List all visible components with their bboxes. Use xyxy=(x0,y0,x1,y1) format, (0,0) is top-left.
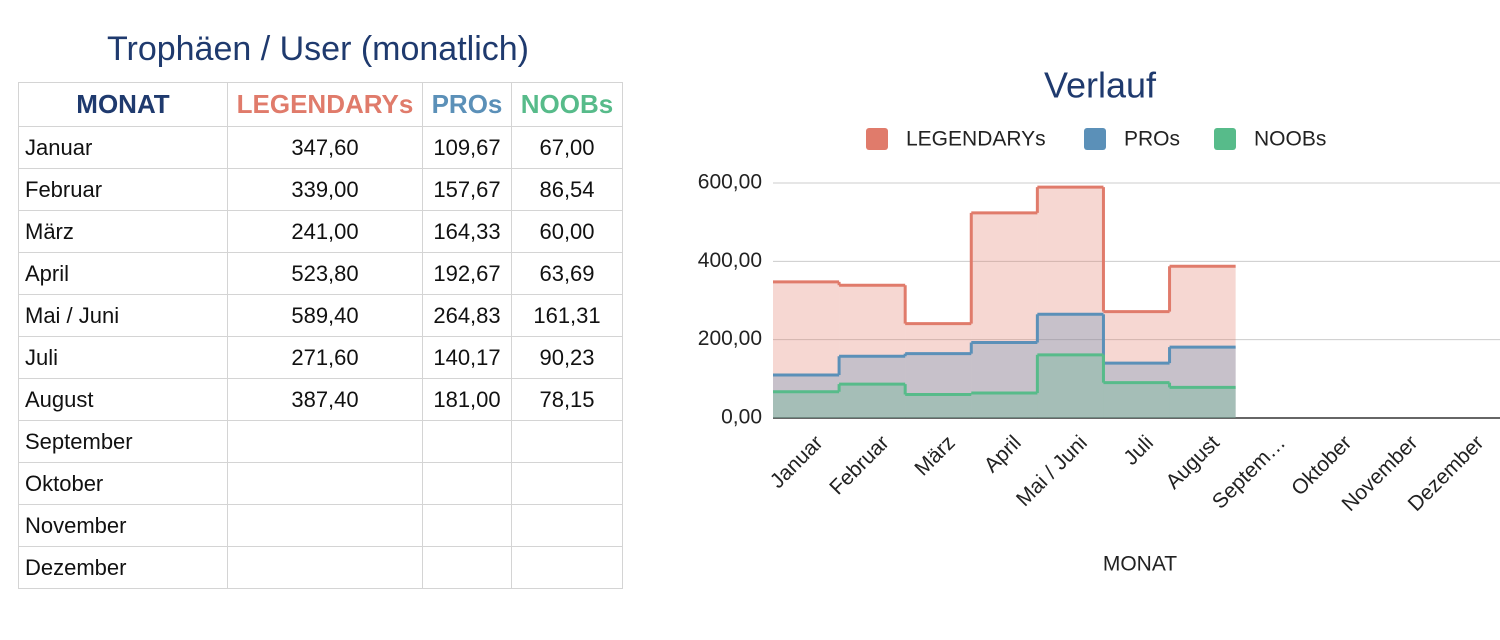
table-cell: 164,33 xyxy=(422,210,512,253)
y-tick-label: 0,00 xyxy=(721,406,762,429)
table-cell xyxy=(227,504,423,547)
table-cell: 60,00 xyxy=(511,210,623,253)
legend-label: LEGENDARYs xyxy=(906,128,1046,151)
table-row: April 523,80 192,67 63,69 xyxy=(18,252,623,295)
table-cell: 161,31 xyxy=(511,294,623,337)
area-fill xyxy=(1103,311,1170,418)
header-cell: MONAT xyxy=(18,82,228,127)
area-fill xyxy=(1103,363,1170,418)
x-tick-label: Mai / Juni xyxy=(1012,431,1092,511)
table-title: Trophäen / User (monatlich) xyxy=(106,30,529,68)
header-cell: NOOBs xyxy=(511,82,623,127)
legend-swatch xyxy=(866,128,888,150)
table-row: März 241,00 164,33 60,00 xyxy=(18,210,623,253)
table-cell: 241,00 xyxy=(227,210,423,253)
x-tick-label: April xyxy=(980,431,1026,477)
table-cell: 90,23 xyxy=(511,336,623,379)
legend-swatch xyxy=(1084,128,1106,150)
table-cell: 140,17 xyxy=(422,336,512,379)
table-row: Juli 271,60 140,17 90,23 xyxy=(18,336,623,379)
table-cell xyxy=(511,504,623,547)
area-fill xyxy=(1037,187,1104,418)
table-cell: 589,40 xyxy=(227,294,423,337)
area-fill xyxy=(1169,266,1236,418)
table-row: Februar 339,00 157,67 86,54 xyxy=(18,168,623,211)
x-tick-label: Juli xyxy=(1119,431,1158,470)
area-fill xyxy=(1037,314,1104,418)
area-fill xyxy=(971,212,1038,418)
table-cell xyxy=(422,546,512,589)
area-fill xyxy=(971,393,1038,418)
table-cell: 271,60 xyxy=(227,336,423,379)
area-fill xyxy=(839,285,906,418)
x-tick-label: Februar xyxy=(825,431,893,499)
x-tick-label: Septem… xyxy=(1208,431,1290,513)
y-tick-label: 200,00 xyxy=(698,327,762,350)
table-row: August 387,40 181,00 78,15 xyxy=(18,378,623,421)
table-row: Januar 347,60 109,67 67,00 xyxy=(18,126,623,169)
table-cell: Oktober xyxy=(18,462,228,505)
table-row: November xyxy=(18,504,623,547)
table-cell: Mai / Juni xyxy=(18,294,228,337)
table-row: Mai / Juni 589,40 264,83 161,31 xyxy=(18,294,623,337)
y-tick-label: 400,00 xyxy=(698,249,762,272)
table-cell: Februar xyxy=(18,168,228,211)
area-fill xyxy=(905,394,972,418)
table-cell: 387,40 xyxy=(227,378,423,421)
table-cell: 347,60 xyxy=(227,126,423,169)
table-cell xyxy=(422,504,512,547)
legend-label: NOOBs xyxy=(1254,128,1326,151)
chart-title: Verlauf xyxy=(1044,65,1157,106)
area-fill xyxy=(1103,382,1170,418)
table-cell: Dezember xyxy=(18,546,228,589)
x-tick-label: August xyxy=(1162,431,1225,494)
area-fill xyxy=(839,384,906,418)
table-cell: 86,54 xyxy=(511,168,623,211)
table-cell: 67,00 xyxy=(511,126,623,169)
table-cell: 523,80 xyxy=(227,252,423,295)
table-cell: 264,83 xyxy=(422,294,512,337)
area-fill xyxy=(1037,354,1104,418)
area-fill xyxy=(905,353,972,418)
area-fill xyxy=(773,281,840,418)
table-cell: 339,00 xyxy=(227,168,423,211)
table-cell xyxy=(227,462,423,505)
header-cell: PROs xyxy=(422,82,512,127)
area-fill xyxy=(1169,387,1236,418)
x-tick-label: Januar xyxy=(766,431,828,493)
table-cell xyxy=(511,546,623,589)
table-cell: 109,67 xyxy=(422,126,512,169)
table-row: Oktober xyxy=(18,462,623,505)
legend-swatch xyxy=(1214,128,1236,150)
table-cell: August xyxy=(18,378,228,421)
x-tick-label: März xyxy=(910,431,959,480)
table-cell: 157,67 xyxy=(422,168,512,211)
x-axis-label: MONAT xyxy=(1103,553,1177,576)
table-cell xyxy=(511,420,623,463)
area-fill xyxy=(971,342,1038,418)
area-fill xyxy=(1169,347,1236,418)
table-row: Dezember xyxy=(18,546,623,589)
table-cell xyxy=(422,462,512,505)
area-fill xyxy=(773,391,840,418)
table-cell: 78,15 xyxy=(511,378,623,421)
table-cell: Januar xyxy=(18,126,228,169)
data-table: MONAT LEGENDARYs PROs NOOBs Januar 347,60 109,… xyxy=(18,82,623,589)
y-tick-label: 600,00 xyxy=(698,171,762,194)
table-cell: 63,69 xyxy=(511,252,623,295)
table-cell: November xyxy=(18,504,228,547)
area-fill xyxy=(773,375,840,418)
area-fill xyxy=(839,356,906,418)
legend-label: PROs xyxy=(1124,128,1180,151)
area-fill xyxy=(905,323,972,418)
table-cell xyxy=(227,546,423,589)
table-cell: 181,00 xyxy=(422,378,512,421)
table-cell: September xyxy=(18,420,228,463)
table-cell: 192,67 xyxy=(422,252,512,295)
x-tick-label: Oktober xyxy=(1287,431,1356,500)
